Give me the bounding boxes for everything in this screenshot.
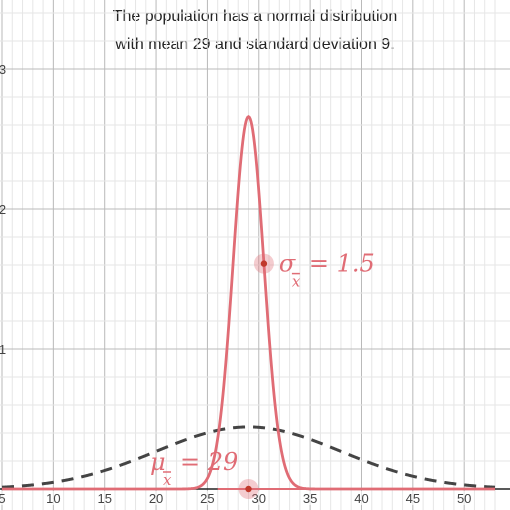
- x-tick-bg: [301, 491, 320, 505]
- x-tick-label: 50: [457, 491, 471, 506]
- population-curve: [1, 425, 496, 489]
- y-tick-label: 0.1: [0, 342, 6, 357]
- sigma-label-value: = 1.5: [309, 250, 375, 278]
- x-tick-label: 40: [354, 491, 368, 506]
- mu-label-symbol: μ: [150, 448, 166, 476]
- curves: [1, 114, 496, 491]
- x-tick-bg: [44, 491, 63, 505]
- caption-line-1: The population has a normal distribution: [112, 8, 398, 25]
- x-tick-bg: [249, 491, 268, 505]
- sigma-point[interactable]: [260, 260, 268, 267]
- x-tick-bg: [455, 491, 474, 505]
- sampling-distribution-curve: [2, 114, 495, 491]
- mu-point[interactable]: [245, 485, 252, 493]
- mu-label-subscript: x: [163, 471, 172, 489]
- x-tick-bg: [0, 491, 11, 505]
- x-tick-bg: [403, 491, 422, 505]
- x-tick-bg: [95, 491, 114, 505]
- sigma-label-symbol: σ: [279, 250, 296, 278]
- x-tick-bg: [198, 491, 217, 505]
- x-tick-label: 20: [149, 491, 163, 506]
- x-tick-label: 25: [200, 491, 214, 506]
- points[interactable]: [238, 253, 274, 499]
- x-tick-label: 30: [252, 491, 266, 506]
- x-tick-label: 35: [303, 491, 317, 506]
- sigma-label: σx = 1.5: [279, 250, 375, 291]
- y-tick-label: 0.2: [0, 202, 6, 217]
- x-tick-bg: [352, 491, 371, 505]
- mu-label-value: = 29: [180, 448, 238, 476]
- y-tick-label: 0.3: [0, 62, 6, 77]
- x-tick-bg: [147, 491, 166, 505]
- caption-line-2: with mean 29 and standard deviation 9.: [115, 36, 395, 53]
- x-tick-label: 15: [97, 491, 111, 506]
- mu-label: μx = 29: [150, 448, 238, 489]
- annotation-labels: σx= 1.5μx= 29: [150, 250, 375, 489]
- sigma-label-subscript: x: [292, 273, 301, 291]
- x-tick-label: 10: [46, 491, 60, 506]
- x-tick-label: 45: [406, 491, 420, 506]
- tick-labels: 5 10 15 20 25 30 35 40 45 50 0.1 0.2 0.3: [0, 62, 474, 506]
- x-tick-label: 5: [0, 491, 6, 506]
